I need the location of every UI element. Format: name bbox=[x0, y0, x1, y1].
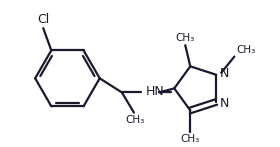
Text: CH₃: CH₃ bbox=[236, 45, 256, 55]
Text: N: N bbox=[220, 97, 230, 110]
Text: CH₃: CH₃ bbox=[181, 134, 200, 144]
Text: CH₃: CH₃ bbox=[176, 33, 195, 43]
Text: N: N bbox=[220, 67, 230, 80]
Text: HN: HN bbox=[146, 85, 165, 98]
Text: Cl: Cl bbox=[37, 13, 49, 26]
Text: CH₃: CH₃ bbox=[125, 115, 144, 125]
